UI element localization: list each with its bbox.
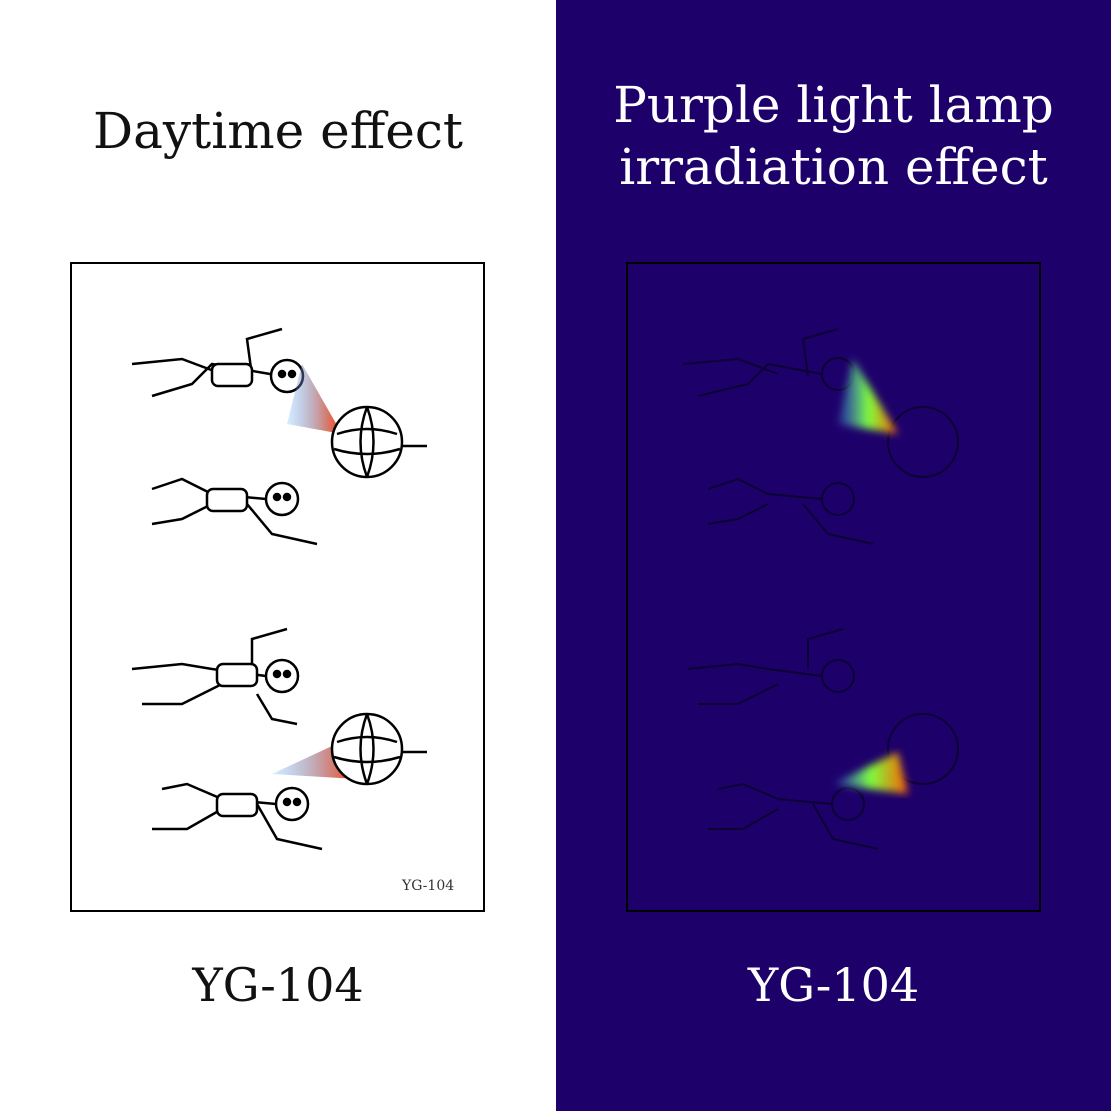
uv-panel: Purple light lamp irradiation effect: [556, 0, 1111, 1111]
daytime-panel: Daytime effect: [70, 102, 485, 1012]
uv-title-line-2: irradiation effect: [619, 138, 1048, 196]
daytime-tattoo-sheet: YG-104: [70, 262, 485, 912]
uv-title-line-1: Purple light lamp: [613, 76, 1054, 134]
sheet-code-label: YG-104: [402, 878, 455, 894]
rainbow-beam-1: [287, 364, 342, 434]
uv-rainbow-beam-2: [833, 752, 908, 794]
uv-caption: YG-104: [747, 958, 920, 1012]
uv-tattoo-artwork: [682, 328, 959, 850]
daytime-tattoo-artwork: [131, 327, 427, 851]
uv-tattoo-sheet: [626, 262, 1041, 912]
daytime-caption: YG-104: [192, 958, 364, 1012]
skeleton-2: [151, 477, 318, 546]
uv-title: Purple light lamp irradiation effect: [556, 74, 1111, 198]
daytime-title: Daytime effect: [93, 102, 463, 160]
disco-ball-1: [330, 405, 427, 479]
disco-ball-2: [330, 712, 427, 786]
skeleton-1: [131, 327, 305, 398]
skeleton-3: [131, 627, 300, 726]
skeleton-4: [152, 782, 323, 851]
uv-rainbow-beam-1: [838, 359, 898, 434]
